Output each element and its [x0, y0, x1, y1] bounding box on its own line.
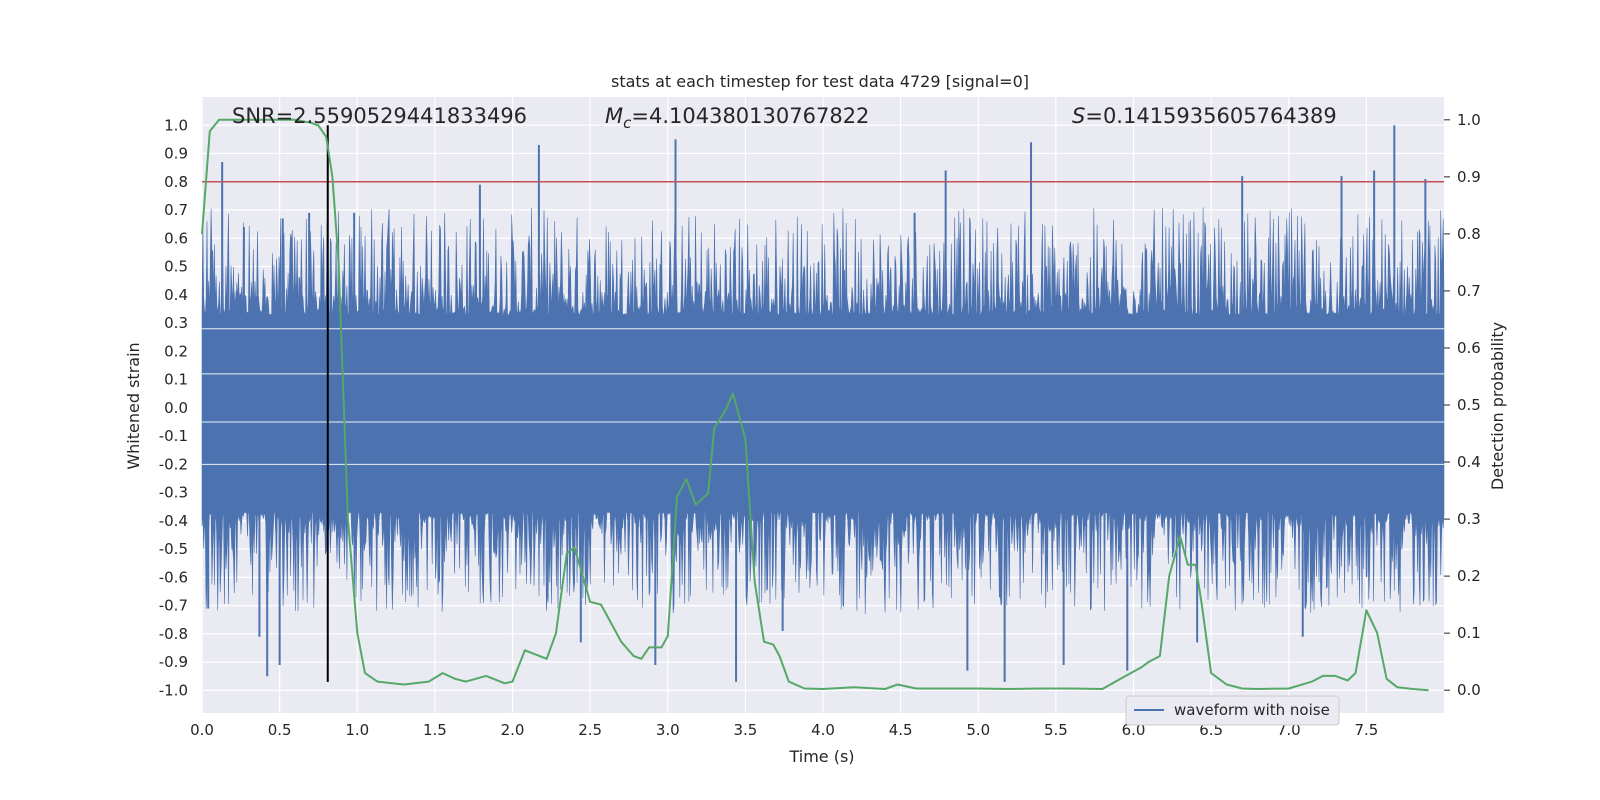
x-tick-label: 5.5 [1044, 721, 1068, 739]
y-tick-label-right: 0.0 [1457, 681, 1481, 699]
y-tick-label-left: 1.0 [164, 116, 188, 134]
y-tick-label-right: 0.9 [1457, 168, 1481, 186]
x-tick-label: 1.5 [423, 721, 447, 739]
y-axis-label-left: Whitened strain [124, 342, 143, 469]
y-tick-label-right: 0.4 [1457, 453, 1481, 471]
probability-line [201, 118, 1429, 692]
y-tick-label-right: 0.2 [1457, 567, 1481, 585]
y-tick-label-left: 0.2 [164, 342, 188, 360]
x-tick-label: 2.0 [501, 721, 525, 739]
y-tick-label-left: -0.4 [159, 512, 188, 530]
x-tick-label: 2.5 [578, 721, 602, 739]
y-tick-label-left: -0.2 [159, 455, 188, 473]
x-tick-label: 5.0 [966, 721, 990, 739]
legend-waveform-label: waveform with noise [1174, 701, 1330, 719]
x-tick-label: 7.5 [1354, 721, 1378, 739]
x-tick-label: 3.0 [656, 721, 680, 739]
legend: waveform with noise [1125, 695, 1340, 726]
s-symbol: S [1072, 104, 1085, 128]
y-tick-label-left: 0.6 [164, 229, 188, 247]
y-tick-label-left: 0.4 [164, 286, 188, 304]
y-tick-label-left: 0.3 [164, 314, 188, 332]
waveform-series [201, 125, 1445, 682]
snr-annotation: SNR=2.5590529441833496 [232, 104, 527, 128]
y-tick-label-right: 0.8 [1457, 225, 1481, 243]
x-tick-label: 0.0 [190, 721, 214, 739]
x-tick-label: 0.5 [268, 721, 292, 739]
waveform-band [201, 207, 1445, 614]
y-tick-label-left: 0.9 [164, 145, 188, 163]
y-tick-label-left: -0.8 [159, 625, 188, 643]
y-tick-label-left: -0.6 [159, 568, 188, 586]
y-tick-label-left: -0.1 [159, 427, 188, 445]
s-annotation: S=0.1415935605764389 [1072, 104, 1337, 128]
y-tick-label-left: -0.7 [159, 597, 188, 615]
legend-box [1125, 695, 1340, 726]
x-tick-label: 4.5 [889, 721, 913, 739]
chirp-mass-annotation: Mc=4.104380130767822 [605, 104, 869, 132]
reference-lines [202, 125, 1444, 682]
y-tick-label-left: -0.3 [159, 484, 188, 502]
y-tick-label-right: 0.3 [1457, 510, 1481, 528]
y-tick-label-left: -0.5 [159, 540, 188, 558]
y-tick-label-right: 0.6 [1457, 339, 1481, 357]
chart-title: stats at each timestep for test data 472… [611, 72, 1029, 91]
probability-series [201, 118, 1429, 692]
x-tick-label: 4.0 [811, 721, 835, 739]
y-axis-label-right: Detection probability [1488, 322, 1507, 490]
y-tick-label-left: 0.1 [164, 371, 188, 389]
y-tick-label-left: 0.5 [164, 258, 188, 276]
y-tick-label-right: 0.7 [1457, 282, 1481, 300]
y-tick-label-right: 0.5 [1457, 396, 1481, 414]
x-tick-label: 3.5 [733, 721, 757, 739]
chirp-mass-subscript: c [623, 114, 632, 132]
x-tick-label: 1.0 [345, 721, 369, 739]
y-tick-label-left: 0.0 [164, 399, 188, 417]
x-axis-label: Time (s) [788, 747, 854, 766]
y-tick-label-right: 0.1 [1457, 624, 1481, 642]
left-y-axis-ticks: 1.0 0.9 0.8 0.7 0.6 0.5 0.4 0.3 0.2 0.1 0.0 -0.1 -0.… [159, 116, 188, 699]
y-tick-label-left: -0.9 [159, 653, 188, 671]
y-tick-label-left: 0.8 [164, 173, 188, 191]
y-tick-label-right: 1.0 [1457, 111, 1481, 129]
right-y-axis-ticks: 1.0 0.9 0.8 0.7 0.6 0.5 0.4 0.3 0.2 0.1 0.0 [1444, 111, 1481, 699]
y-tick-label-left: -1.0 [159, 681, 188, 699]
y-tick-label-left: 0.7 [164, 201, 188, 219]
chirp-mass-value: =4.104380130767822 [631, 104, 869, 128]
chirp-mass-symbol: M [605, 104, 623, 128]
s-value: =0.1415935605764389 [1085, 104, 1336, 128]
